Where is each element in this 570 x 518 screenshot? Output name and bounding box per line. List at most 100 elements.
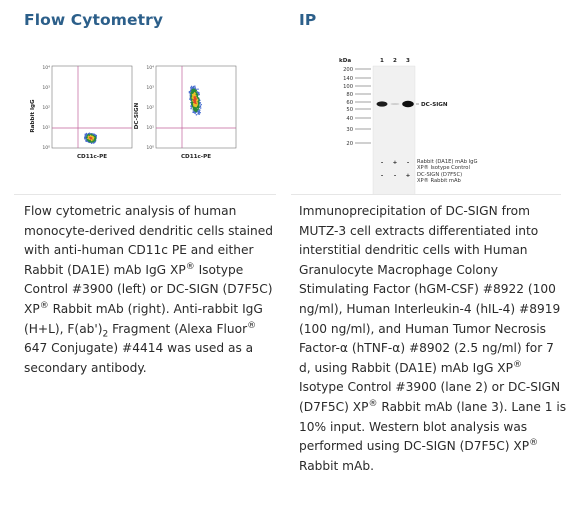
tick-label: 10³ [42, 85, 50, 91]
scatter-event [85, 133, 88, 136]
lane-conditions: - + - Rabbit (DA1E) mAb IgG XP® Isotype … [381, 159, 478, 184]
scatter-event [197, 97, 199, 99]
flow-plots-svg: 10⁴ 10³ 10² 10¹ 10⁰ Rabbit IgG CD11c-PE … [30, 65, 237, 160]
scatter-event [89, 140, 91, 143]
scatter-event [192, 87, 195, 89]
scatter-event [85, 132, 88, 135]
scatter-event [192, 95, 194, 97]
scatter-cloud-right [188, 85, 202, 116]
scatter-event [192, 91, 194, 94]
lane-number: 1 [380, 58, 384, 64]
svg-text:-: - [381, 173, 384, 179]
band-lane-2 [390, 103, 400, 105]
marker-ladder: 200 140 100 80 60 50 40 30 20 [343, 67, 371, 147]
scatter-event [197, 108, 199, 111]
scatter-event [197, 113, 199, 115]
scatter-event [90, 139, 93, 142]
scatter-event [198, 94, 200, 96]
scatter-event [194, 89, 197, 92]
band-label: DC-SIGN [421, 102, 448, 108]
scatter-event [189, 90, 192, 93]
scatter-event [195, 114, 198, 116]
plot-ylabel: DC-SIGN [134, 102, 140, 129]
scatter-event [199, 102, 202, 104]
flow-cytometry-figure: 10⁴ 10³ 10² 10¹ 10⁰ Rabbit IgG CD11c-PE … [14, 44, 276, 195]
marker-label: 60 [346, 100, 353, 106]
scatter-event [194, 96, 196, 98]
scatter-event [191, 93, 194, 96]
scatter-event [90, 133, 93, 135]
ip-caption: Immunoprecipitation of DC-SIGN from MUTZ… [299, 204, 567, 473]
scatter-event [192, 89, 195, 91]
scatter-event [89, 137, 92, 140]
scatter-event [190, 94, 192, 97]
scatter-event [91, 136, 94, 138]
scatter-event [85, 136, 87, 139]
scatter-event [196, 101, 198, 103]
flow-plot-left: 10⁴ 10³ 10² 10¹ 10⁰ Rabbit IgG CD11c-PE [30, 65, 133, 160]
svg-text:XP® Isotype Control: XP® Isotype Control [417, 164, 470, 171]
tick-label: 10⁴ [146, 65, 154, 71]
scatter-event [191, 101, 194, 104]
scatter-event [192, 111, 195, 114]
scatter-event [193, 101, 195, 103]
tick-label: 10¹ [42, 125, 50, 131]
scatter-event [199, 105, 202, 108]
marker-label: 30 [346, 127, 353, 133]
ip-heading: IP [299, 11, 317, 29]
scatter-event [197, 105, 199, 108]
scatter-event [196, 94, 198, 97]
scatter-event [92, 137, 94, 140]
scatter-event [190, 104, 193, 107]
scatter-event [197, 110, 199, 112]
ip-western-blot-figure: kDa 1 2 3 200 140 100 80 60 50 40 30 20 [291, 44, 561, 197]
flow-cytometry-caption: Flow cytometric analysis of human monocy… [24, 204, 274, 375]
scatter-event [95, 134, 98, 137]
scatter-event [200, 103, 202, 106]
scatter-event [85, 140, 88, 142]
marker-label: 40 [346, 116, 353, 122]
scatter-event [193, 109, 196, 111]
scatter-event [194, 107, 197, 109]
scatter-event [190, 87, 192, 90]
svg-text:Rabbit (DA1E) mAb IgG: Rabbit (DA1E) mAb IgG [417, 159, 478, 165]
scatter-event [88, 132, 91, 135]
scatter-event [192, 97, 194, 100]
scatter-event [84, 138, 86, 140]
scatter-event [196, 91, 199, 93]
plot-ylabel: Rabbit IgG [30, 99, 36, 133]
marker-label: 100 [343, 84, 353, 90]
scatter-event [94, 134, 96, 136]
svg-text:DC-SIGN (D7F5C): DC-SIGN (D7F5C) [417, 172, 462, 178]
scatter-event [193, 92, 195, 95]
marker-label: 50 [346, 107, 353, 113]
scatter-event [93, 139, 95, 141]
svg-text:-: - [394, 173, 397, 179]
marker-label: 80 [346, 92, 353, 98]
flow-plot-right: 10⁴ 10³ 10² 10¹ 10⁰ DC-SIGN CD11c-PE [134, 65, 237, 160]
western-blot-svg: kDa 1 2 3 200 140 100 80 60 50 40 30 20 [339, 58, 478, 197]
tick-label: 10⁰ [42, 145, 50, 151]
svg-text:-: - [381, 160, 384, 166]
tick-label: 10⁴ [42, 65, 50, 71]
tick-label: 10² [42, 105, 50, 111]
scatter-cloud-left [84, 132, 98, 145]
scatter-event [193, 94, 196, 97]
kda-label: kDa [339, 58, 351, 64]
scatter-event [194, 110, 196, 112]
tick-label: 10¹ [146, 125, 154, 131]
scatter-event [195, 91, 197, 94]
marker-label: 140 [343, 76, 353, 82]
scatter-event [190, 85, 193, 88]
scatter-event [84, 133, 86, 136]
scatter-event [194, 99, 196, 101]
scatter-event [193, 103, 196, 106]
scatter-event [194, 85, 196, 87]
svg-text:+: + [393, 160, 398, 166]
scatter-event [94, 138, 96, 140]
scatter-event [196, 109, 198, 112]
scatter-event [87, 137, 89, 140]
scatter-event [194, 87, 197, 89]
scatter-event [195, 102, 197, 105]
scatter-event [198, 111, 201, 114]
